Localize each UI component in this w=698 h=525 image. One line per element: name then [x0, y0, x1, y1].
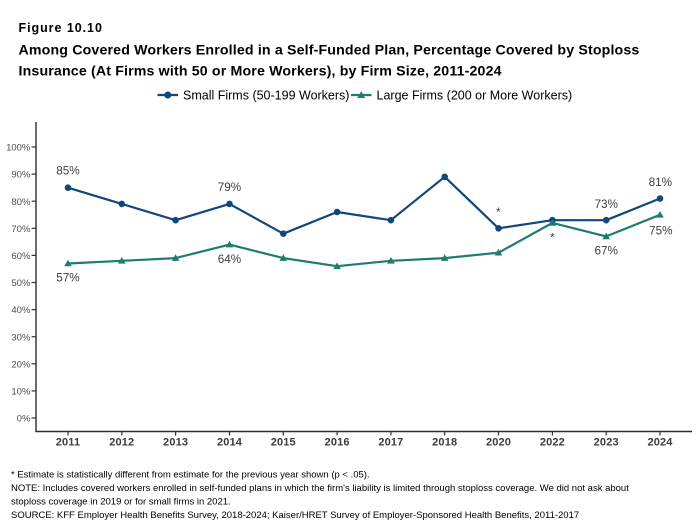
svg-text:70%: 70% [11, 224, 31, 235]
svg-text:2011: 2011 [56, 436, 80, 448]
svg-text:2016: 2016 [325, 436, 350, 448]
svg-text:30%: 30% [11, 332, 31, 343]
svg-text:2017: 2017 [378, 436, 403, 448]
svg-text:73%: 73% [594, 198, 617, 211]
svg-text:57%: 57% [56, 271, 79, 284]
svg-text:* Estimate is statistically di: * Estimate is statistically different fr… [11, 470, 370, 481]
svg-text:2024: 2024 [647, 436, 673, 448]
svg-text:2022: 2022 [540, 436, 565, 448]
svg-text:stoploss coverage in 2019 or f: stoploss coverage in 2019 or for small f… [11, 497, 231, 508]
svg-text:10%: 10% [11, 387, 31, 398]
svg-text:20%: 20% [11, 359, 31, 370]
svg-text:*: * [550, 230, 555, 244]
svg-text:2018: 2018 [432, 436, 457, 448]
svg-text:0%: 0% [17, 414, 31, 425]
svg-text:*: * [496, 205, 501, 219]
svg-text:80%: 80% [11, 197, 31, 208]
svg-text:Figure 10.10: Figure 10.10 [19, 21, 103, 35]
svg-text:2013: 2013 [163, 436, 188, 448]
svg-text:64%: 64% [218, 253, 241, 266]
svg-text:40%: 40% [11, 305, 31, 316]
svg-text:Small Firms (50-199 Workers): Small Firms (50-199 Workers) [183, 88, 349, 102]
svg-text:79%: 79% [218, 181, 241, 194]
svg-text:2020: 2020 [486, 436, 511, 448]
svg-text:2015: 2015 [271, 436, 296, 448]
svg-text:Insurance (At Firms with 50 or: Insurance (At Firms with 50 or More Work… [19, 63, 502, 79]
svg-text:85%: 85% [56, 164, 79, 177]
svg-text:Large Firms (200 or More Worke: Large Firms (200 or More Workers) [377, 88, 573, 102]
svg-text:75%: 75% [649, 224, 672, 237]
svg-text:60%: 60% [11, 251, 31, 262]
svg-text:81%: 81% [649, 176, 672, 189]
svg-text:50%: 50% [11, 278, 31, 289]
svg-text:67%: 67% [594, 244, 617, 257]
svg-text:Among Covered Workers Enrolled: Among Covered Workers Enrolled in a Self… [19, 43, 640, 59]
svg-text:90%: 90% [11, 170, 31, 181]
svg-text:NOTE: Includes covered workers: NOTE: Includes covered workers enrolled … [11, 483, 629, 494]
svg-text:SOURCE: KFF Employer Health Be: SOURCE: KFF Employer Health Benefits Sur… [11, 510, 579, 521]
svg-text:2014: 2014 [217, 436, 243, 448]
svg-text:2023: 2023 [594, 436, 619, 448]
svg-text:2012: 2012 [109, 436, 134, 448]
svg-text:100%: 100% [6, 143, 31, 154]
